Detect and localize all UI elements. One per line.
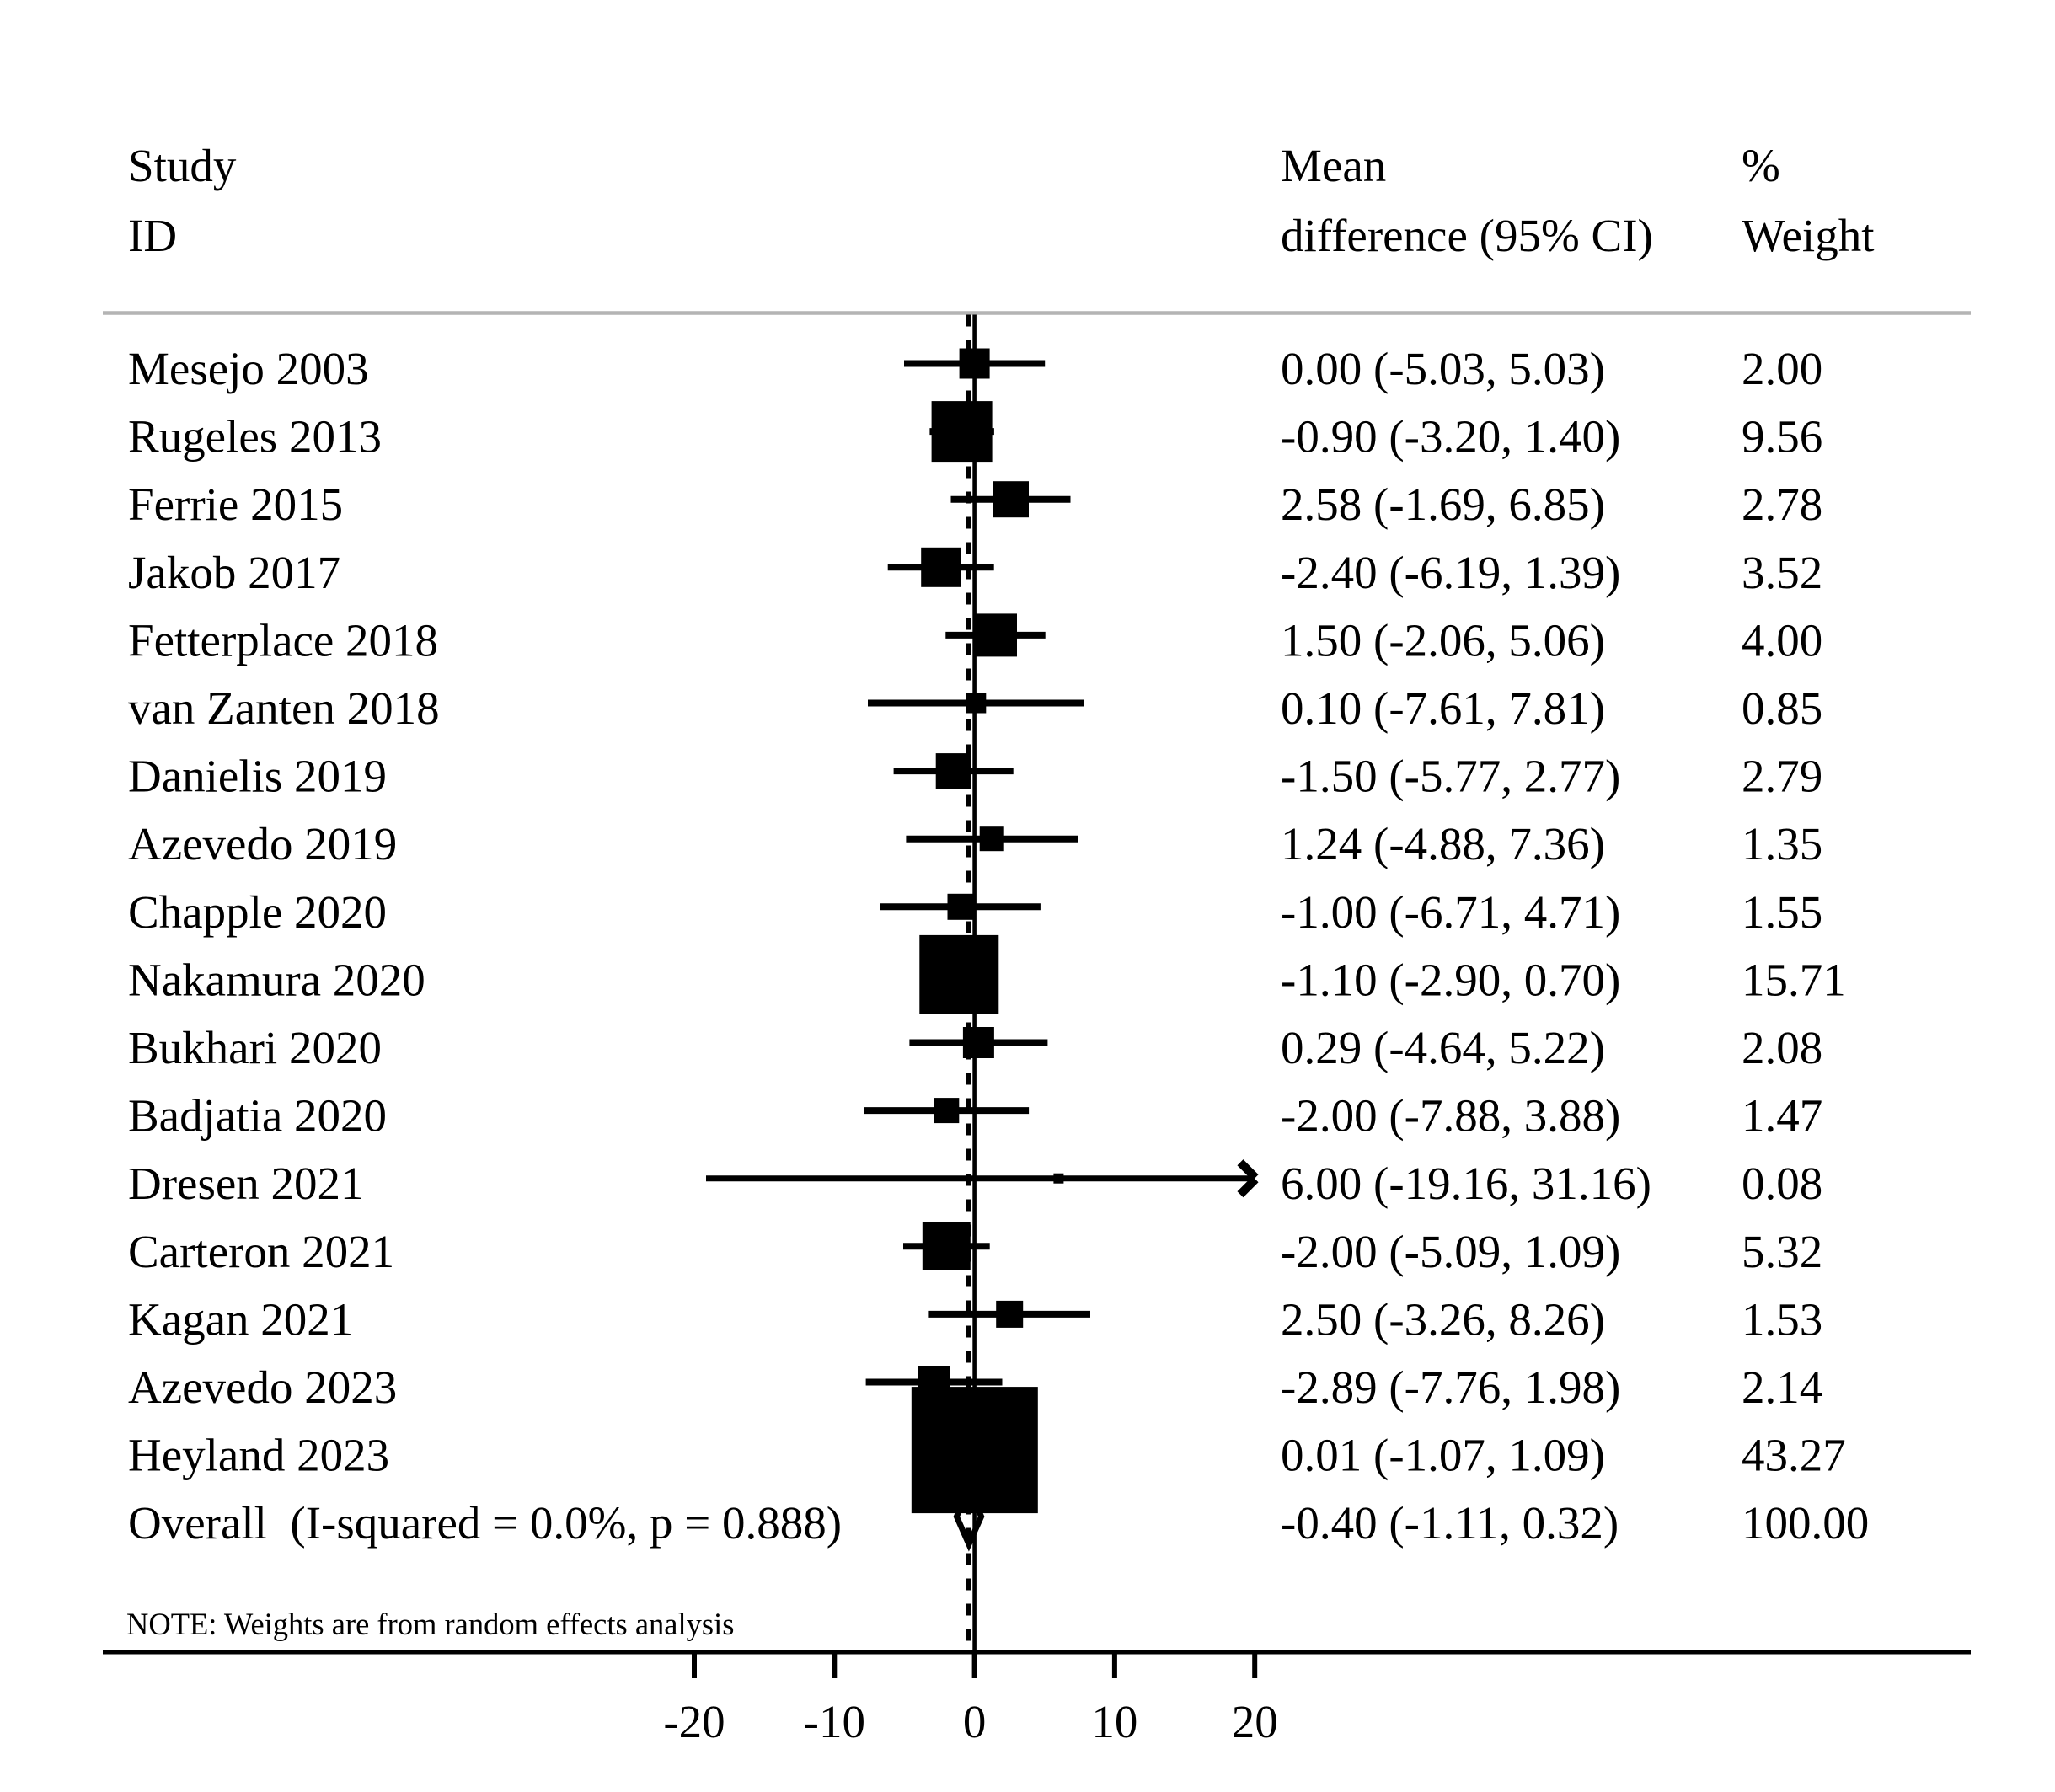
svg-text:Azevedo 2023: Azevedo 2023: [128, 1361, 397, 1413]
svg-text:%: %: [1742, 140, 1780, 191]
svg-text:Overall (I-squared = 0.0%, p: Overall (I-squared = 0.0%, p = 0.888): [128, 1497, 842, 1549]
svg-text:Dresen 2021: Dresen 2021: [128, 1158, 364, 1209]
svg-text:0.08: 0.08: [1742, 1158, 1822, 1209]
svg-text:difference (95% CI): difference (95% CI): [1281, 210, 1653, 261]
svg-text:-1.50 (-5.77, 2.77): -1.50 (-5.77, 2.77): [1281, 751, 1620, 802]
svg-text:2.00: 2.00: [1742, 343, 1822, 394]
svg-text:4.00: 4.00: [1742, 614, 1822, 666]
svg-text:0.85: 0.85: [1742, 682, 1822, 734]
svg-text:van Zanten 2018: van Zanten 2018: [128, 682, 440, 734]
svg-text:-2.00 (-5.09, 1.09): -2.00 (-5.09, 1.09): [1281, 1226, 1620, 1277]
svg-text:1.24 (-4.88, 7.36): 1.24 (-4.88, 7.36): [1281, 818, 1605, 869]
svg-text:2.50 (-3.26, 8.26): 2.50 (-3.26, 8.26): [1281, 1293, 1605, 1345]
svg-text:Azevedo 2019: Azevedo 2019: [128, 818, 397, 869]
svg-text:-1.00 (-6.71, 4.71): -1.00 (-6.71, 4.71): [1281, 886, 1620, 938]
svg-text:0.10 (-7.61, 7.81): 0.10 (-7.61, 7.81): [1281, 682, 1605, 734]
svg-text:1.50 (-2.06, 5.06): 1.50 (-2.06, 5.06): [1281, 614, 1605, 666]
svg-text:6.00 (-19.16, 31.16): 6.00 (-19.16, 31.16): [1281, 1158, 1651, 1209]
svg-text:9.56: 9.56: [1742, 411, 1822, 463]
svg-text:3.52: 3.52: [1742, 547, 1822, 598]
svg-text:1.55: 1.55: [1742, 886, 1822, 938]
svg-text:1.47: 1.47: [1742, 1090, 1822, 1142]
svg-text:100.00: 100.00: [1742, 1497, 1869, 1549]
svg-text:2.58 (-1.69, 6.85): 2.58 (-1.69, 6.85): [1281, 479, 1605, 530]
svg-text:0.00 (-5.03, 5.03): 0.00 (-5.03, 5.03): [1281, 343, 1605, 394]
svg-text:43.27: 43.27: [1742, 1430, 1846, 1481]
svg-text:0.01 (-1.07, 1.09): 0.01 (-1.07, 1.09): [1281, 1430, 1605, 1481]
svg-text:15.71: 15.71: [1742, 954, 1846, 1005]
svg-text:Mean: Mean: [1281, 140, 1386, 191]
svg-text:-0.40 (-1.11, 0.32): -0.40 (-1.11, 0.32): [1281, 1497, 1619, 1549]
svg-text:Kagan 2021: Kagan 2021: [128, 1293, 353, 1345]
svg-text:Ferrie 2015: Ferrie 2015: [128, 479, 343, 530]
svg-text:0.29 (-4.64, 5.22): 0.29 (-4.64, 5.22): [1281, 1022, 1605, 1073]
svg-text:Rugeles 2013: Rugeles 2013: [128, 411, 382, 463]
svg-text:1.53: 1.53: [1742, 1293, 1822, 1345]
svg-text:2.78: 2.78: [1742, 479, 1822, 530]
svg-text:Weight: Weight: [1742, 210, 1874, 261]
svg-text:Bukhari 2020: Bukhari 2020: [128, 1022, 382, 1073]
svg-text:Fetterplace 2018: Fetterplace 2018: [128, 614, 438, 666]
svg-text:Nakamura 2020: Nakamura 2020: [128, 954, 425, 1005]
svg-text:-1.10 (-2.90, 0.70): -1.10 (-2.90, 0.70): [1281, 954, 1620, 1005]
svg-text:ID: ID: [128, 210, 177, 261]
svg-text:-2.89 (-7.76, 1.98): -2.89 (-7.76, 1.98): [1281, 1361, 1620, 1413]
svg-text:-0.90 (-3.20, 1.40): -0.90 (-3.20, 1.40): [1281, 411, 1620, 463]
svg-text:Chapple 2020: Chapple 2020: [128, 886, 387, 938]
svg-text:-2.00 (-7.88, 3.88): -2.00 (-7.88, 3.88): [1281, 1090, 1620, 1142]
svg-text:Badjatia 2020: Badjatia 2020: [128, 1090, 387, 1142]
svg-text:-2.40 (-6.19, 1.39): -2.40 (-6.19, 1.39): [1281, 547, 1620, 598]
svg-text:5.32: 5.32: [1742, 1226, 1822, 1277]
svg-text:10: 10: [1091, 1696, 1137, 1747]
svg-text:2.79: 2.79: [1742, 751, 1822, 802]
svg-text:NOTE: Weights are from random: NOTE: Weights are from random effects an…: [126, 1607, 734, 1641]
svg-text:-20: -20: [663, 1696, 725, 1747]
svg-text:20: 20: [1232, 1696, 1278, 1747]
svg-text:Heyland 2023: Heyland 2023: [128, 1430, 389, 1481]
svg-text:0: 0: [963, 1696, 987, 1747]
svg-text:Jakob 2017: Jakob 2017: [128, 547, 340, 598]
svg-text:Danielis 2019: Danielis 2019: [128, 751, 387, 802]
svg-text:1.35: 1.35: [1742, 818, 1822, 869]
svg-text:Mesejo 2003: Mesejo 2003: [128, 343, 369, 394]
svg-text:2.08: 2.08: [1742, 1022, 1822, 1073]
svg-text:Study: Study: [128, 140, 237, 191]
svg-text:2.14: 2.14: [1742, 1361, 1822, 1413]
svg-text:-10: -10: [804, 1696, 865, 1747]
svg-text:Carteron 2021: Carteron 2021: [128, 1226, 394, 1277]
